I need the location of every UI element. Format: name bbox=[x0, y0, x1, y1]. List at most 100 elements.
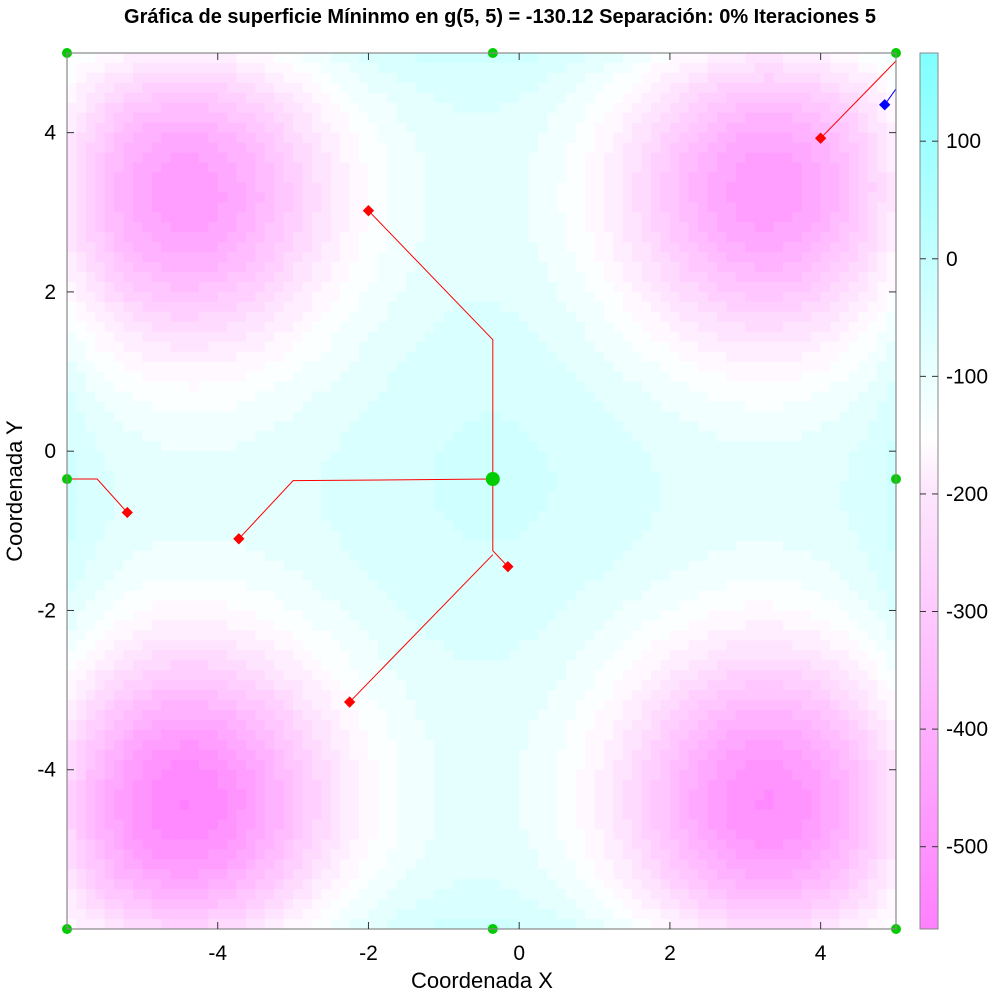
surface-cell bbox=[123, 351, 134, 363]
surface-cell bbox=[227, 580, 238, 592]
surface-cell bbox=[519, 272, 530, 283]
surface-cell bbox=[462, 172, 473, 183]
surface-cell bbox=[283, 500, 294, 512]
surface-cell bbox=[227, 630, 238, 641]
surface-cell bbox=[387, 252, 398, 263]
surface-cell bbox=[481, 769, 492, 781]
surface-cell bbox=[123, 700, 134, 711]
surface-cell bbox=[566, 132, 577, 144]
surface-cell bbox=[547, 839, 558, 850]
surface-cell bbox=[566, 739, 577, 751]
surface-cell bbox=[67, 700, 78, 711]
surface-cell bbox=[387, 520, 398, 532]
surface-cell bbox=[85, 670, 96, 681]
surface-cell bbox=[142, 769, 153, 781]
surface-cell bbox=[472, 530, 483, 542]
surface-cell bbox=[227, 92, 238, 104]
surface-cell bbox=[349, 620, 360, 631]
surface-cell bbox=[538, 401, 549, 412]
surface-cell bbox=[377, 53, 388, 64]
surface-cell bbox=[377, 829, 388, 840]
surface-cell bbox=[443, 839, 454, 850]
surface-cell bbox=[462, 112, 473, 124]
surface-cell bbox=[95, 132, 106, 144]
surface-cell bbox=[85, 461, 96, 472]
surface-cell bbox=[443, 789, 454, 801]
surface-cell bbox=[189, 779, 200, 791]
surface-cell bbox=[67, 301, 78, 313]
surface-cell bbox=[217, 660, 228, 671]
surface-cell bbox=[509, 630, 520, 641]
surface-cell bbox=[594, 520, 605, 532]
surface-cell bbox=[76, 281, 87, 293]
surface-cell bbox=[585, 142, 596, 154]
surface-cell bbox=[217, 451, 228, 462]
surface-cell bbox=[255, 640, 266, 651]
surface-cell bbox=[95, 252, 106, 263]
surface-cell bbox=[114, 809, 125, 821]
surface-cell bbox=[236, 421, 247, 432]
surface-cell bbox=[151, 749, 162, 761]
surface-cell bbox=[180, 610, 191, 621]
surface-cell bbox=[509, 640, 520, 651]
surface-cell bbox=[547, 660, 558, 671]
surface-cell bbox=[528, 112, 539, 124]
surface-cell bbox=[415, 242, 426, 253]
surface-cell bbox=[208, 132, 219, 144]
surface-cell bbox=[387, 799, 398, 811]
surface-cell bbox=[245, 819, 257, 831]
surface-cell bbox=[349, 152, 360, 164]
surface-cell bbox=[528, 162, 539, 174]
surface-cell bbox=[472, 132, 483, 144]
surface-cell bbox=[180, 291, 191, 303]
surface-cell bbox=[180, 371, 191, 383]
surface-cell bbox=[566, 451, 577, 462]
surface-cell bbox=[208, 809, 219, 821]
surface-cell bbox=[170, 580, 181, 592]
surface-cell bbox=[236, 869, 247, 880]
surface-cell bbox=[443, 919, 454, 929]
surface-cell bbox=[123, 690, 134, 701]
surface-cell bbox=[293, 461, 304, 472]
surface-cell bbox=[189, 72, 200, 84]
surface-cell bbox=[123, 53, 134, 64]
surface-cell bbox=[208, 580, 219, 592]
surface-cell bbox=[538, 391, 549, 402]
surface-cell bbox=[377, 889, 388, 900]
surface-cell bbox=[227, 919, 238, 929]
surface-cell bbox=[359, 899, 370, 910]
surface-cell bbox=[208, 401, 219, 412]
surface-cell bbox=[104, 441, 115, 452]
surface-cell bbox=[104, 381, 115, 393]
surface-cell bbox=[481, 839, 492, 850]
surface-cell bbox=[349, 749, 360, 761]
surface-cell bbox=[151, 590, 162, 602]
surface-cell bbox=[161, 481, 172, 492]
surface-cell bbox=[594, 371, 605, 383]
surface-cell bbox=[359, 272, 370, 283]
surface-cell bbox=[217, 680, 228, 691]
surface-cell bbox=[415, 92, 426, 104]
surface-cell bbox=[547, 829, 558, 840]
surface-cell bbox=[95, 311, 106, 323]
surface-cell bbox=[302, 710, 313, 721]
surface-cell bbox=[415, 321, 426, 333]
surface-cell bbox=[368, 630, 379, 641]
surface-cell bbox=[170, 431, 181, 442]
surface-cell bbox=[161, 72, 172, 84]
surface-cell bbox=[198, 62, 209, 74]
surface-cell bbox=[132, 759, 143, 771]
surface-cell bbox=[161, 351, 172, 363]
surface-cell bbox=[547, 262, 558, 273]
surface-cell bbox=[528, 431, 539, 442]
surface-cell bbox=[95, 849, 106, 860]
surface-cell bbox=[481, 620, 492, 631]
surface-cell bbox=[142, 262, 153, 273]
surface-cell bbox=[472, 650, 483, 661]
surface-cell bbox=[95, 510, 106, 522]
surface-cell bbox=[472, 640, 483, 651]
surface-cell bbox=[406, 769, 417, 781]
surface-cell bbox=[189, 222, 200, 233]
surface-cell bbox=[198, 341, 209, 353]
surface-cell bbox=[76, 580, 87, 592]
